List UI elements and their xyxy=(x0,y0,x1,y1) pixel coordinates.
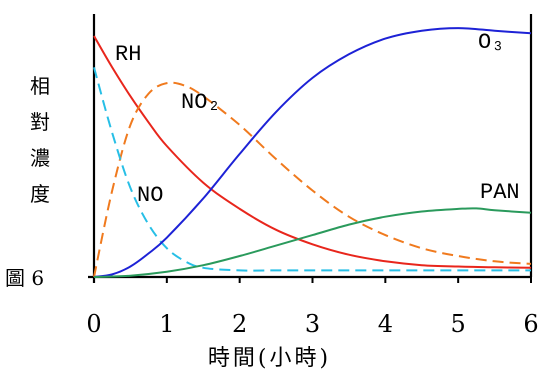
y-axis-label-char: 相 xyxy=(30,74,50,98)
x-tick-label: 4 xyxy=(378,310,393,338)
series-o-label: O₃ xyxy=(478,30,504,55)
x-tick-label: 0 xyxy=(86,310,101,338)
series-o-line xyxy=(93,27,532,278)
x-tick-label: 6 xyxy=(523,310,538,338)
series-rh-label: RH xyxy=(115,42,141,67)
y-axis-label-char: 對 xyxy=(30,110,50,134)
series-rh-line xyxy=(93,35,532,269)
series-no-label: NO₂ xyxy=(181,90,221,115)
series-no-line xyxy=(93,67,531,272)
series-labels: RH NO₂ NO O₃ PAN xyxy=(115,30,520,208)
x-axis-label: 時間(小時) xyxy=(207,346,332,371)
y-axis-label-char: 濃 xyxy=(30,146,50,170)
y-axis-label-char: 度 xyxy=(30,182,50,206)
x-tick-label: 3 xyxy=(305,310,320,338)
y-axis-label: 相對濃度 xyxy=(28,68,52,212)
x-tick-label: 5 xyxy=(451,310,466,338)
figure-label: 圖 6 xyxy=(5,266,45,290)
x-tick-label: 1 xyxy=(159,310,174,338)
x-tick-labels: 0 1 2 3 4 5 6 xyxy=(86,310,538,338)
axes xyxy=(88,14,533,283)
series-no-line xyxy=(93,81,532,278)
series-layer xyxy=(93,27,532,278)
x-tick-label: 2 xyxy=(232,310,247,338)
series-pan-line xyxy=(93,207,532,278)
series-pan-label: PAN xyxy=(480,180,520,205)
series-no-label: NO xyxy=(137,183,163,208)
